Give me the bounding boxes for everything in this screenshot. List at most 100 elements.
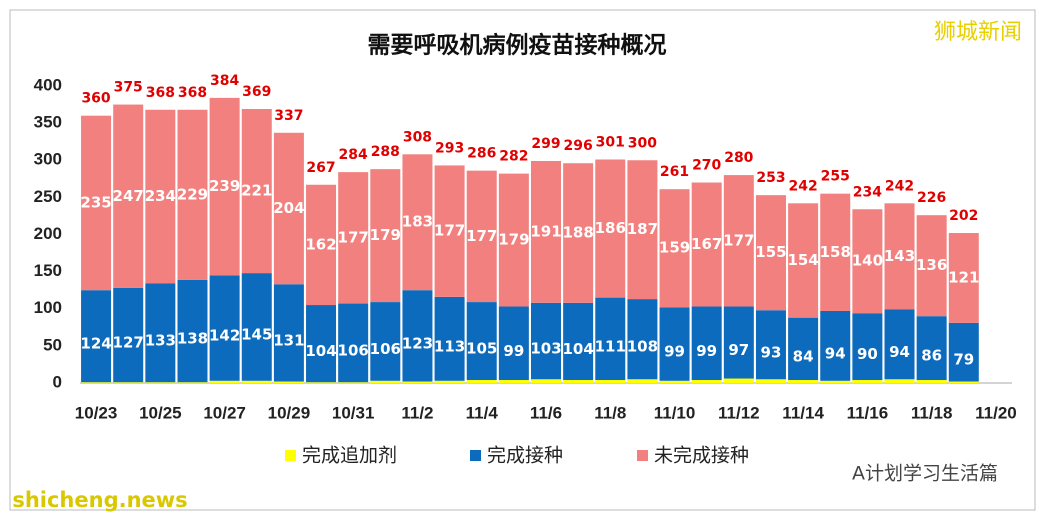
value-label: 177 [434, 222, 465, 240]
bar-segment [145, 283, 176, 383]
bar-segment [370, 380, 401, 383]
value-label: 99 [664, 343, 685, 361]
total-label: 242 [885, 178, 914, 194]
legend-swatch [470, 450, 481, 461]
legend-label: 未完成接种 [654, 445, 749, 467]
bar-segment [209, 97, 240, 276]
value-label: 106 [370, 340, 401, 358]
value-label: 99 [696, 342, 717, 360]
bar-segment [145, 109, 176, 284]
value-label: 155 [755, 243, 786, 261]
bar-segment [338, 172, 369, 304]
bar-segment [209, 380, 240, 383]
bar-segment [755, 195, 786, 311]
value-label: 188 [562, 224, 593, 242]
value-label: 79 [953, 351, 974, 369]
legend-label: 完成接种 [487, 445, 563, 467]
value-label: 93 [761, 343, 782, 361]
x-tick-label: 11/12 [718, 403, 760, 422]
value-label: 179 [370, 226, 401, 244]
value-label: 103 [530, 340, 561, 358]
bar-segment [916, 215, 947, 317]
bar-segment [820, 310, 851, 381]
bar-segment [755, 310, 786, 380]
bar-segment [273, 284, 304, 382]
legend-swatch [285, 450, 296, 461]
bar-segment [434, 380, 465, 383]
x-tick-label: 11/6 [530, 403, 562, 422]
value-label: 99 [503, 342, 524, 360]
bar-segment [466, 302, 497, 381]
bar-segment [306, 382, 337, 383]
total-label: 300 [628, 135, 657, 151]
bar-segment [723, 306, 754, 379]
total-label: 267 [306, 160, 335, 176]
bar-segment [884, 203, 915, 310]
bar-segment [820, 193, 851, 311]
value-label: 187 [627, 220, 658, 238]
bar-segment [691, 306, 722, 381]
watermark: A计划学习生活篇 [852, 463, 998, 485]
chart-title: 需要呼吸机病例疫苗接种概况 [368, 32, 667, 59]
bar-segment [531, 379, 561, 383]
total-label: 226 [917, 190, 946, 206]
value-label: 239 [209, 177, 240, 195]
bar-segment [466, 380, 497, 383]
bar-segment [627, 160, 658, 300]
bar-segment [370, 302, 401, 381]
value-label: 186 [595, 219, 626, 237]
value-label: 142 [209, 327, 240, 345]
bar-segment [884, 379, 915, 383]
value-label: 234 [145, 187, 176, 205]
value-label: 97 [728, 341, 749, 359]
value-label: 145 [241, 325, 272, 343]
total-label: 253 [756, 170, 785, 186]
value-label: 94 [889, 343, 910, 361]
value-label: 177 [723, 231, 754, 249]
bar-segment [209, 275, 240, 381]
x-tick-label: 11/2 [401, 403, 433, 422]
y-tick-label: 150 [34, 261, 62, 280]
total-label: 282 [499, 149, 528, 165]
bar-segment [948, 233, 979, 323]
value-label: 121 [948, 268, 979, 286]
y-tick-label: 350 [34, 113, 62, 132]
total-label: 202 [949, 208, 978, 224]
bar-segment [402, 290, 433, 382]
bar-segment [241, 109, 272, 274]
bar-segment [788, 203, 819, 318]
bar-segment [627, 379, 658, 383]
value-label: 106 [338, 341, 369, 359]
legend-label: 完成追加剂 [302, 445, 397, 467]
legend-swatch [637, 450, 648, 461]
bar-segment [273, 381, 304, 383]
x-tick-label: 10/23 [75, 403, 118, 422]
x-tick-label: 11/10 [654, 403, 696, 422]
bar-segment [595, 380, 626, 383]
bar-segment [306, 305, 337, 383]
bar-segment [145, 382, 176, 383]
bar-segment [627, 299, 658, 380]
bar-segment [563, 163, 594, 303]
bar-segment [498, 380, 529, 383]
bar-segment [241, 273, 272, 381]
bar-segment [241, 380, 272, 383]
total-label: 234 [853, 184, 882, 200]
bar-segment [113, 104, 144, 288]
value-label: 105 [466, 340, 497, 358]
bar-segment [402, 154, 433, 291]
bar-segment [788, 317, 819, 381]
total-label: 242 [788, 178, 817, 194]
bar-segment [852, 313, 883, 381]
x-tick-label: 11/16 [847, 403, 889, 422]
total-label: 280 [724, 150, 753, 166]
value-label: 204 [273, 199, 304, 217]
watermark: shicheng.news [12, 488, 187, 512]
bar-segment [884, 309, 915, 380]
x-tick-label: 11/14 [782, 403, 824, 422]
total-label: 299 [531, 136, 560, 152]
total-label: 286 [467, 146, 496, 162]
y-tick-label: 300 [34, 150, 62, 169]
y-tick-label: 200 [34, 224, 62, 243]
